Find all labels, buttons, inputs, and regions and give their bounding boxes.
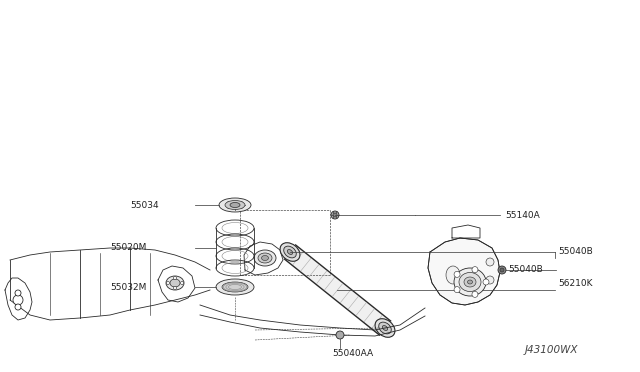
Ellipse shape xyxy=(375,319,395,337)
Ellipse shape xyxy=(486,276,494,284)
Ellipse shape xyxy=(254,250,276,266)
Ellipse shape xyxy=(222,282,248,292)
Ellipse shape xyxy=(262,256,269,260)
Text: 55140A: 55140A xyxy=(505,211,540,219)
Circle shape xyxy=(173,276,177,279)
Ellipse shape xyxy=(216,279,254,295)
Text: 56210K: 56210K xyxy=(558,279,593,289)
Ellipse shape xyxy=(230,202,240,208)
Circle shape xyxy=(15,304,21,310)
Circle shape xyxy=(454,287,460,293)
Text: J43100WX: J43100WX xyxy=(525,345,579,355)
Ellipse shape xyxy=(379,322,391,334)
Circle shape xyxy=(500,268,504,272)
Text: 55032M: 55032M xyxy=(110,282,147,292)
Circle shape xyxy=(333,213,337,217)
Ellipse shape xyxy=(258,253,272,263)
Circle shape xyxy=(173,286,177,289)
Ellipse shape xyxy=(166,276,184,290)
Ellipse shape xyxy=(454,268,486,296)
Circle shape xyxy=(483,279,489,285)
Circle shape xyxy=(498,266,506,274)
Ellipse shape xyxy=(170,279,180,287)
Circle shape xyxy=(472,291,478,297)
Ellipse shape xyxy=(287,250,292,254)
Ellipse shape xyxy=(225,201,245,209)
Ellipse shape xyxy=(219,198,251,212)
Ellipse shape xyxy=(467,280,472,284)
Ellipse shape xyxy=(382,326,388,330)
Circle shape xyxy=(166,282,170,285)
Ellipse shape xyxy=(280,243,300,261)
Ellipse shape xyxy=(464,277,476,287)
Circle shape xyxy=(13,295,23,305)
Ellipse shape xyxy=(284,246,296,258)
Polygon shape xyxy=(428,238,500,305)
Ellipse shape xyxy=(446,266,460,284)
Text: 55034: 55034 xyxy=(130,201,159,209)
Polygon shape xyxy=(284,245,390,335)
Circle shape xyxy=(15,290,21,296)
Circle shape xyxy=(454,271,460,278)
Circle shape xyxy=(180,282,184,285)
Circle shape xyxy=(472,267,478,273)
Text: 55040B: 55040B xyxy=(508,266,543,275)
Text: 55040AA: 55040AA xyxy=(332,349,373,357)
Ellipse shape xyxy=(459,273,481,292)
Circle shape xyxy=(331,211,339,219)
Circle shape xyxy=(336,331,344,339)
Text: 55020M: 55020M xyxy=(110,244,147,253)
Text: 55040B: 55040B xyxy=(558,247,593,257)
Ellipse shape xyxy=(486,258,494,266)
